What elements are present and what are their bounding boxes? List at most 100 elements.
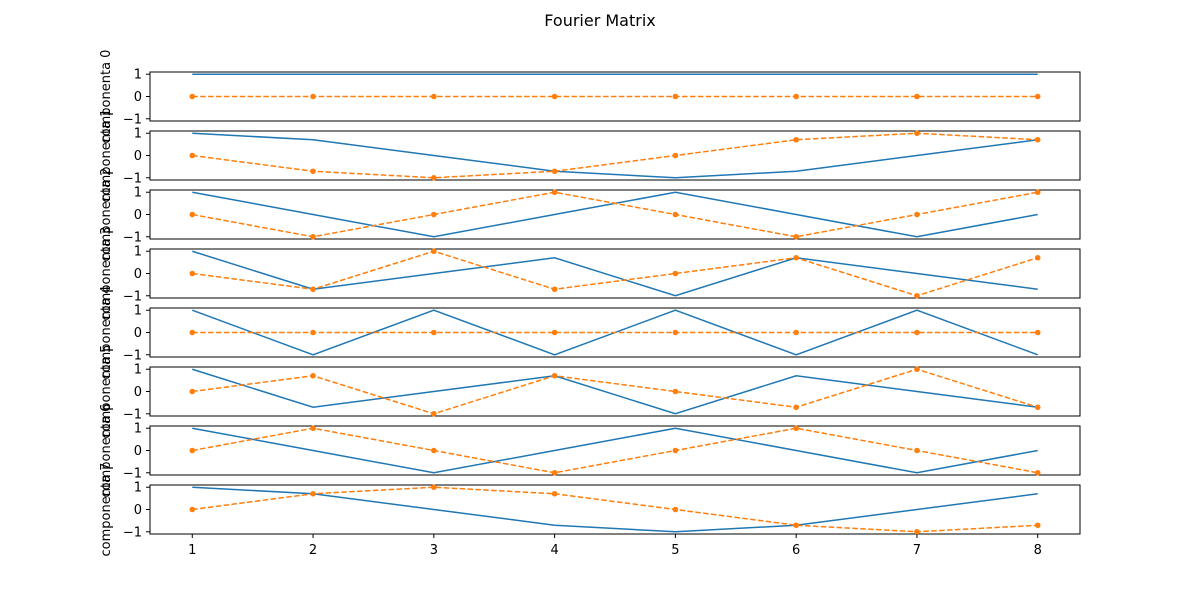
y-axis-label: componenta 5 (99, 345, 114, 439)
y-tick-label: 1 (134, 186, 142, 201)
y-tick-label: 1 (134, 127, 142, 142)
y-axis-label: componenta 2 (99, 168, 114, 262)
y-tick-label: 0 (134, 444, 142, 459)
y-tick-label: 1 (134, 422, 142, 437)
data-point (431, 211, 437, 218)
data-point (672, 211, 679, 218)
data-point (310, 425, 316, 432)
subplot-7: 1 0 −1 componenta 7 1 2 3 4 5 6 7 8 (99, 463, 1081, 558)
data-point (1034, 254, 1041, 261)
data-point (672, 447, 679, 454)
data-point (793, 425, 799, 432)
data-point (189, 152, 196, 159)
data-point (189, 270, 196, 277)
axes-frame (149, 248, 1081, 299)
axes-frame (149, 366, 1081, 417)
y-axis-label: componenta 1 (99, 109, 114, 203)
subplot-2: 1 0 −1 componenta 2 (99, 168, 1081, 262)
data-point (793, 136, 799, 143)
data-point (431, 484, 437, 491)
data-point (551, 469, 558, 476)
data-point (1034, 136, 1041, 143)
data-point (189, 506, 196, 513)
data-point (672, 506, 679, 513)
y-axis-label: componenta 0 (99, 50, 114, 144)
y-tick-label: −1 (123, 112, 142, 127)
y-tick-label: 1 (134, 304, 142, 319)
y-tick-label: 1 (134, 245, 142, 260)
data-point (672, 152, 679, 159)
data-point (914, 211, 920, 218)
data-point (551, 286, 558, 293)
data-point (310, 168, 316, 175)
data-point (1034, 93, 1041, 100)
x-tick-label: 1 (188, 543, 196, 558)
data-point (672, 388, 679, 395)
y-tick-label: −1 (123, 348, 142, 363)
data-point (551, 168, 558, 175)
data-point (431, 93, 437, 100)
y-tick-label: 0 (134, 503, 142, 518)
x-tick-label: 3 (430, 543, 438, 558)
series-line-solid (192, 486, 1038, 533)
data-point (431, 329, 437, 336)
data-point (310, 286, 316, 293)
subplot-grid: 1 0 −1 componenta 0 1 0 −1 componenta 1 1 0 −1 comp… (99, 50, 1081, 558)
data-point (793, 93, 799, 100)
data-point (1034, 329, 1041, 336)
data-point (914, 329, 920, 336)
y-tick-label: −1 (123, 525, 142, 540)
y-tick-label: 0 (134, 149, 142, 164)
data-point (793, 329, 799, 336)
data-point (914, 447, 920, 454)
y-tick-label: 1 (134, 481, 142, 496)
series-line-solid (192, 132, 1038, 179)
y-tick-label: −1 (123, 230, 142, 245)
y-tick-label: 0 (134, 326, 142, 341)
x-tick-label: 5 (671, 543, 679, 558)
x-tick-label: 4 (550, 543, 558, 558)
y-tick-label: 0 (134, 208, 142, 223)
subplot-5: 1 0 −1 componenta 5 (99, 345, 1081, 439)
y-tick-label: 0 (134, 90, 142, 105)
series-line-solid (192, 427, 1038, 474)
y-tick-label: 1 (134, 68, 142, 83)
data-point (793, 522, 799, 529)
y-tick-label: −1 (123, 466, 142, 481)
data-point (1034, 404, 1041, 411)
data-point (672, 270, 679, 277)
series-line-dashed (192, 486, 1038, 533)
y-tick-label: 0 (134, 385, 142, 400)
data-point (793, 233, 799, 240)
data-point (189, 447, 196, 454)
x-tick-label: 8 (1034, 543, 1042, 558)
subplot-0: 1 0 −1 componenta 0 (99, 50, 1081, 144)
x-tick-label: 2 (309, 543, 317, 558)
data-point (1034, 522, 1041, 529)
chart-title: Fourier Matrix (544, 11, 655, 30)
series-line-solid (192, 368, 1038, 415)
y-axis-label: componenta 4 (99, 286, 114, 380)
data-point (189, 211, 196, 218)
series-line-dashed (192, 191, 1038, 238)
data-point (1034, 469, 1041, 476)
axes-frame (149, 425, 1081, 476)
series-line-dashed (192, 132, 1038, 179)
data-point (551, 490, 558, 497)
data-point (310, 490, 316, 497)
data-point (672, 329, 679, 336)
data-point (914, 366, 920, 373)
series-line-solid (192, 191, 1038, 238)
subplot-4: 1 0 −1 componenta 4 (99, 286, 1081, 380)
data-point (310, 233, 316, 240)
data-point (1034, 189, 1041, 196)
subplot-6: 1 0 −1 componenta 6 (99, 404, 1081, 497)
x-tick-label: 6 (792, 543, 800, 558)
data-point (431, 248, 437, 255)
series-line-dashed (192, 250, 1038, 297)
data-point (310, 329, 316, 336)
y-axis-label: componenta 3 (99, 227, 114, 321)
data-point (310, 372, 316, 379)
data-point (551, 329, 558, 336)
